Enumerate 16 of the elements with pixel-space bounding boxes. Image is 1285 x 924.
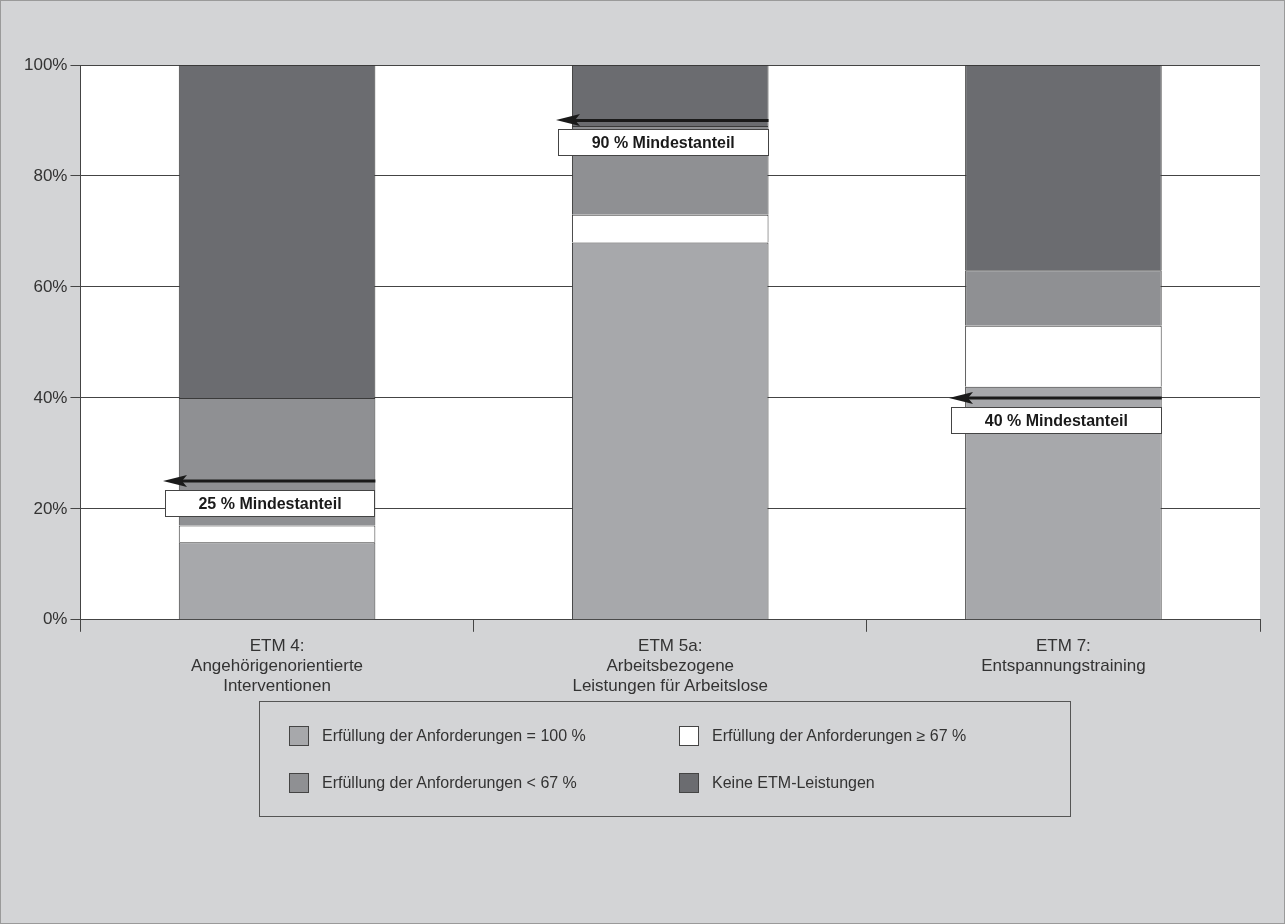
y-tick-label: 60%	[33, 276, 68, 296]
label-box: 40 % Mindestanteil	[951, 406, 1162, 434]
x-tick-label: ETM 7: Entspannungstraining	[981, 635, 1146, 676]
x-tick-label: ETM 5a: Arbeitsbezogene Leistungen für Arbeitslose	[572, 635, 769, 696]
y-tick-label: 100%	[24, 54, 68, 74]
legend-label: Erfüllung der Anforderungen = 100 %	[322, 726, 586, 745]
label-box: 90 % Mindestanteil	[557, 129, 769, 157]
y-tick-label: 80%	[33, 165, 68, 185]
legend-label: Erfüllung der Anforderungen < 67 %	[322, 773, 577, 792]
label-box: 25 % Mindestanteil	[164, 490, 376, 518]
x-tick-label: ETM 4: Angehörigenorientierte Interventionen	[191, 635, 364, 696]
legend-label: Keine ETM-Leistungen	[712, 773, 875, 792]
y-tick-label: 40%	[33, 387, 68, 407]
legend-label: Erfüllung der Anforderungen ≥ 67 %	[712, 726, 967, 745]
y-tick-label: 20%	[33, 498, 68, 518]
y-tick-label: 0%	[42, 609, 68, 629]
